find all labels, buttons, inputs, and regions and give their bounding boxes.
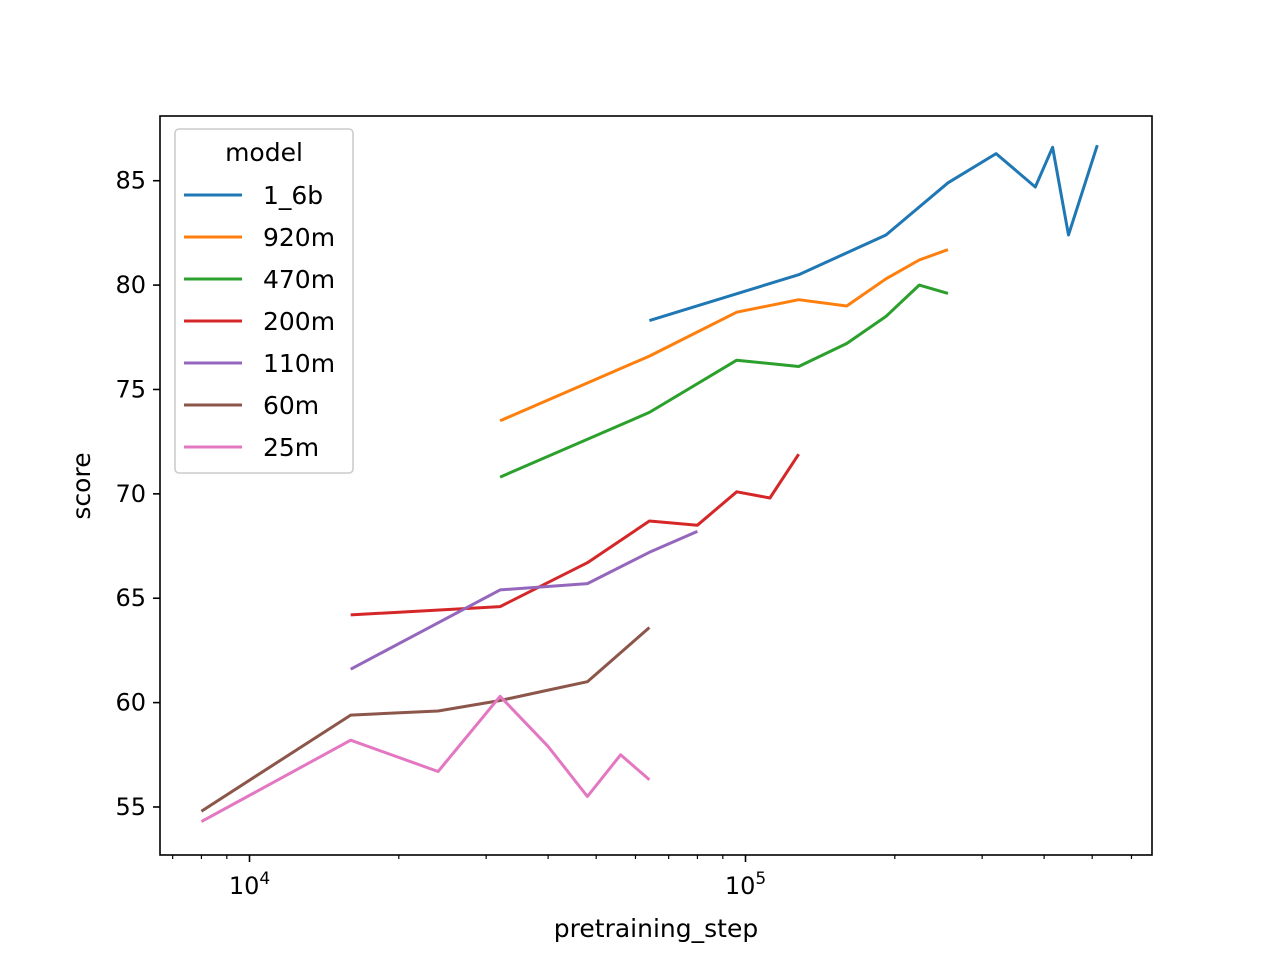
series-layer bbox=[200, 144, 1099, 823]
legend-label: 110m bbox=[263, 349, 335, 378]
legend-label: 200m bbox=[263, 307, 335, 336]
x-tick-label: 105 bbox=[725, 869, 766, 900]
y-tick-label: 65 bbox=[115, 584, 146, 612]
y-tick-label: 55 bbox=[115, 793, 146, 821]
legend-title: model bbox=[225, 138, 303, 167]
y-tick-label: 70 bbox=[115, 480, 146, 508]
series-line-470m bbox=[499, 283, 949, 479]
x-tick-exponent: 5 bbox=[755, 869, 766, 889]
legend-label: 25m bbox=[263, 433, 319, 462]
series-line-110m bbox=[349, 530, 698, 671]
series-line-60m bbox=[200, 626, 651, 813]
legend-label: 470m bbox=[263, 265, 335, 294]
legend-label: 920m bbox=[263, 223, 335, 252]
y-tick-label: 60 bbox=[115, 689, 146, 717]
y-tick-label: 80 bbox=[115, 271, 146, 299]
legend-label: 1_6b bbox=[263, 181, 323, 210]
y-tick-label: 75 bbox=[115, 375, 146, 403]
x-tick-exponent: 4 bbox=[259, 869, 270, 889]
series-line-1_6b bbox=[648, 144, 1099, 323]
x-axis-label: pretraining_step bbox=[554, 914, 758, 943]
x-tick-base: 10 bbox=[229, 872, 260, 900]
legend: model 1_6b 920m 470m 200m 110m 60m 25m bbox=[174, 128, 354, 474]
series-line-920m bbox=[499, 248, 949, 423]
legend-label: 60m bbox=[263, 391, 319, 420]
series-line-25m bbox=[200, 694, 651, 823]
x-tick-label: 104 bbox=[229, 869, 270, 900]
x-tick-base: 10 bbox=[725, 872, 756, 900]
legend-box bbox=[174, 128, 354, 474]
y-tick-label: 85 bbox=[115, 167, 146, 195]
y-axis-label: score bbox=[67, 452, 96, 519]
plot-frame bbox=[159, 115, 1153, 856]
series-line-200m bbox=[350, 453, 800, 617]
